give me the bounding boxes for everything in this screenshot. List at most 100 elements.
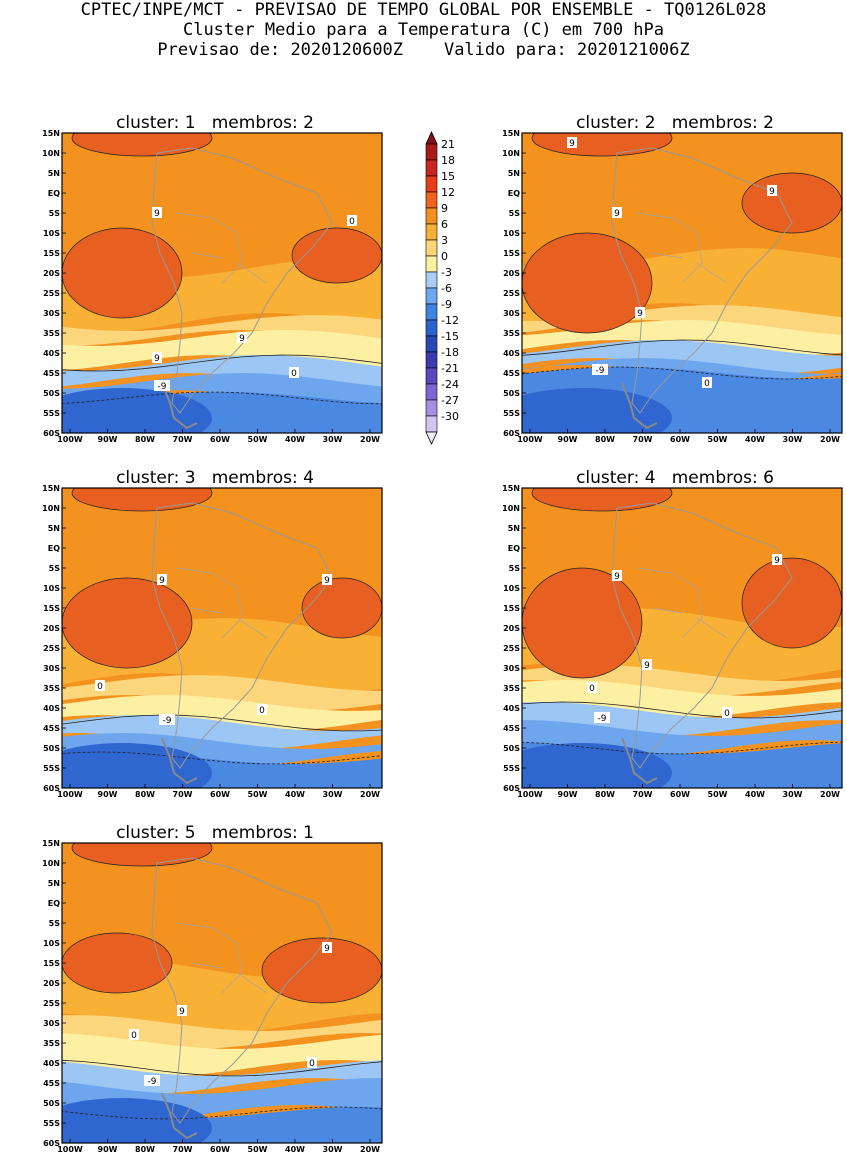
band-minus6-minus3 [522, 358, 842, 381]
colorbar-level-label: -21 [441, 362, 459, 375]
lon-label: 50W [248, 790, 268, 799]
lat-label: 15S [43, 249, 60, 258]
band-minus3-0 [62, 715, 382, 749]
lon-label: 100W [57, 435, 83, 444]
lat-label: 45S [503, 724, 520, 733]
lon-label: 50W [248, 435, 268, 444]
contour-label: -9 [598, 714, 607, 724]
lat-label: 20S [43, 624, 60, 633]
colorbar-level-label: -15 [441, 330, 459, 343]
lat-label: 15N [42, 484, 60, 493]
lat-label: 10S [43, 584, 60, 593]
lon-label: 80W [135, 1145, 155, 1154]
cold-core [522, 388, 672, 433]
lon-label: 40W [745, 790, 765, 799]
contour-label-bg [702, 377, 712, 388]
contour-label-bg [154, 380, 170, 391]
band-minus3-0 [522, 340, 842, 374]
temperature-map: 9 9 0 0 -9 15N 10N 5N EQ 5S 10S 15S 20S 25S 30S 35S 40S 4… [42, 484, 383, 799]
contour-0 [522, 701, 842, 719]
colorbar-swatch [425, 207, 438, 225]
lon-label: 90W [98, 1145, 118, 1154]
lon-label: 20W [360, 790, 380, 799]
lat-label: 45S [43, 1079, 60, 1088]
colorbar-swatch [425, 303, 438, 321]
lat-label: 10N [502, 149, 520, 158]
band-0-3 [62, 675, 382, 711]
colorbar-level-label: -9 [441, 298, 452, 311]
colorbar-swatch [425, 399, 438, 417]
header-line-3: Previsao de: 2020120600Z Valido para: 20… [157, 40, 690, 60]
colorbar-swatch [425, 159, 438, 177]
contour-label-bg [157, 574, 167, 585]
country-borders [176, 567, 268, 639]
contour-label-bg [237, 332, 247, 343]
lat-label: 60S [503, 429, 520, 438]
contour-label: 0 [349, 217, 355, 227]
colorbar-swatch [425, 239, 438, 257]
contour-label-bg [567, 137, 577, 148]
lon-label: 90W [98, 435, 118, 444]
lon-label: 30W [783, 790, 803, 799]
lat-label: 55S [503, 764, 520, 773]
lat-label: 35S [43, 684, 60, 693]
lon-label: 60W [670, 790, 690, 799]
lat-label: 45S [503, 369, 520, 378]
lat-label: 15N [42, 129, 60, 138]
contour-minus9 [522, 366, 842, 380]
contour-label: 9 [154, 354, 160, 364]
contour-label-bg [322, 574, 332, 585]
contour-label-bg [257, 704, 267, 715]
colorbar-level-label: -3 [441, 266, 452, 279]
lat-label: 5N [48, 879, 60, 888]
lat-label: 35S [43, 1039, 60, 1048]
lon-label: 30W [323, 1145, 343, 1154]
colorbar-swatch [425, 255, 438, 273]
lon-label: 100W [517, 435, 543, 444]
temperature-map: 9 9 9 0 0 -9 15N 10N 5N EQ 5S 10S 15S 20S 25S 30S 35S 40S… [42, 129, 383, 444]
south-america-coastline [151, 857, 333, 1124]
lat-label: 30S [503, 309, 520, 318]
lat-label: 40S [503, 349, 520, 358]
contour-0 [62, 1059, 382, 1077]
contour-label: 9 [614, 209, 620, 219]
colorbar-swatch [425, 271, 438, 289]
warm-region-9-12 [741, 557, 842, 649]
cold-core [62, 388, 212, 433]
colorbar-level-label: -18 [441, 346, 459, 359]
warm-region-9-12 [741, 172, 842, 234]
contour-label: 0 [131, 1031, 137, 1041]
contour-label-bg [144, 1075, 160, 1086]
warm-region-9-12 [522, 567, 643, 679]
colorbar-level-label: 12 [441, 186, 455, 199]
contour-label-bg [612, 570, 622, 581]
lat-label: 20S [43, 269, 60, 278]
lon-label: 60W [210, 435, 230, 444]
contour-label-bg [642, 659, 652, 670]
lon-label: 50W [708, 435, 728, 444]
lon-label: 80W [595, 790, 615, 799]
lat-label: 30S [43, 1019, 60, 1028]
lat-label: 55S [43, 764, 60, 773]
lat-label: 40S [43, 349, 60, 358]
lat-label: 5N [508, 524, 520, 533]
south-america-coastline [151, 502, 333, 769]
colorbar-swatch [425, 319, 438, 337]
lon-label: 60W [670, 435, 690, 444]
country-borders [636, 567, 728, 639]
band-minus3-0 [62, 1060, 382, 1094]
colorbar-swatch [425, 287, 438, 305]
lat-label: 25S [43, 644, 60, 653]
lat-label: 5S [49, 919, 61, 928]
temperature-map: 9 9 9 9 -9 0 15N 10N 5N EQ 5S 10S 15S 20S 25S 30S 35S 40S… [502, 129, 843, 444]
contour-0 [62, 714, 382, 732]
band-0 [62, 695, 382, 731]
map-panel-cluster-3: cluster: 3 membros: 4 9 9 0 0 -9 15N 10N 5N EQ 5S… [42, 468, 383, 799]
lat-label: 15N [502, 129, 520, 138]
lat-label: 50S [43, 744, 60, 753]
contour-label-bg [152, 352, 162, 363]
colorbar-swatch [425, 175, 438, 193]
contour-label: -9 [596, 366, 605, 376]
lat-label: 50S [503, 389, 520, 398]
band-0-3 [62, 315, 382, 346]
